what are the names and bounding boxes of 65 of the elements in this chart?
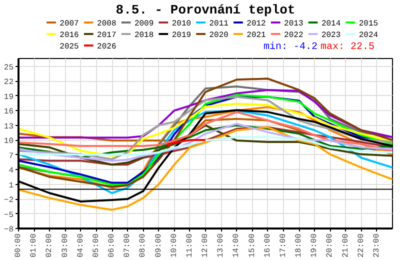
legend-label: 2026 [97, 42, 116, 52]
x-tick-label: 11:00 [185, 233, 194, 258]
legend-label: 2008 [97, 20, 116, 28]
y-tick-label: −8 [4, 226, 14, 234]
y-tick-label: 10 [4, 137, 14, 146]
x-tick-label: 07:00 [123, 233, 132, 258]
x-tick-label: 02:00 [45, 233, 54, 258]
legend-label: 2019 [172, 31, 192, 40]
line-series [18, 102, 392, 157]
y-tick-label: 4 [8, 166, 14, 176]
legend-label: 2013 [284, 20, 304, 28]
x-tick-label: 23:00 [372, 233, 382, 258]
y-tick-label: 22 [4, 78, 14, 88]
y-tick-label: −5 [4, 210, 14, 220]
legend-label: 2007 [60, 20, 80, 28]
x-tick-label: 05:00 [92, 233, 101, 258]
x-tick-label: 13:00 [216, 233, 226, 258]
x-tick-label: 08:00 [138, 233, 148, 258]
line-series [18, 96, 392, 160]
legend-label: 2015 [358, 20, 378, 28]
line-series [18, 88, 392, 139]
x-tick-label: 15:00 [248, 233, 257, 258]
legend-label: 2016 [60, 31, 80, 40]
legend-label: 2020 [209, 31, 229, 40]
line-series [18, 136, 392, 156]
legend-label: 2011 [209, 20, 229, 28]
x-tick-label: 09:00 [154, 233, 164, 258]
chart-title: 8.5. - Porovnání teplot [116, 2, 296, 18]
x-tick-label: 10:00 [170, 233, 179, 258]
x-tick-label: 18:00 [294, 233, 304, 258]
x-tick-label: 12:00 [201, 233, 210, 258]
legend-label: 2023 [321, 31, 341, 40]
x-tick-label: 04:00 [76, 233, 86, 258]
x-tick-label: 21:00 [341, 233, 350, 258]
text: 2025 [60, 42, 80, 52]
text: min: -4.2 [263, 41, 318, 53]
y-tick-label: 13 [4, 122, 14, 132]
x-tick-label: 14:00 [232, 233, 242, 258]
x-tick-label: 06:00 [108, 233, 116, 258]
x-tick-label: 19:00 [310, 233, 320, 258]
legend-label: 2009 [134, 20, 154, 28]
y-tick-label: 19 [4, 92, 14, 102]
line-series [18, 126, 392, 211]
legend-label: 2022 [284, 31, 304, 40]
x-tick-label: 01:00 [30, 233, 39, 258]
legend-label: 2021 [246, 31, 266, 40]
y-tick-label: 7 [8, 152, 14, 161]
x-tick-label: 00:00 [14, 233, 23, 258]
y-tick-label: 16 [4, 108, 14, 117]
y-tick-label: 25 [4, 63, 14, 72]
x-tick-label: 03:00 [60, 233, 70, 258]
legend-label: 2024 [358, 31, 378, 40]
legend-label: 2017 [97, 31, 116, 40]
legend-label: 2012 [246, 20, 266, 28]
x-tick-label: 17:00 [278, 233, 288, 258]
x-tick-label: 16:00 [263, 233, 272, 258]
legend-label: 2014 [321, 20, 341, 28]
text: max: 22.5 [320, 42, 375, 53]
y-tick-label: 1 [8, 181, 14, 190]
legend-label: 2010 [172, 20, 192, 28]
y-tick-label: −2 [4, 196, 14, 206]
x-tick-label: 20:00 [326, 233, 335, 258]
line-series [18, 111, 392, 152]
legend-label: 2018 [134, 31, 154, 40]
x-tick-label: 22:00 [356, 233, 366, 258]
